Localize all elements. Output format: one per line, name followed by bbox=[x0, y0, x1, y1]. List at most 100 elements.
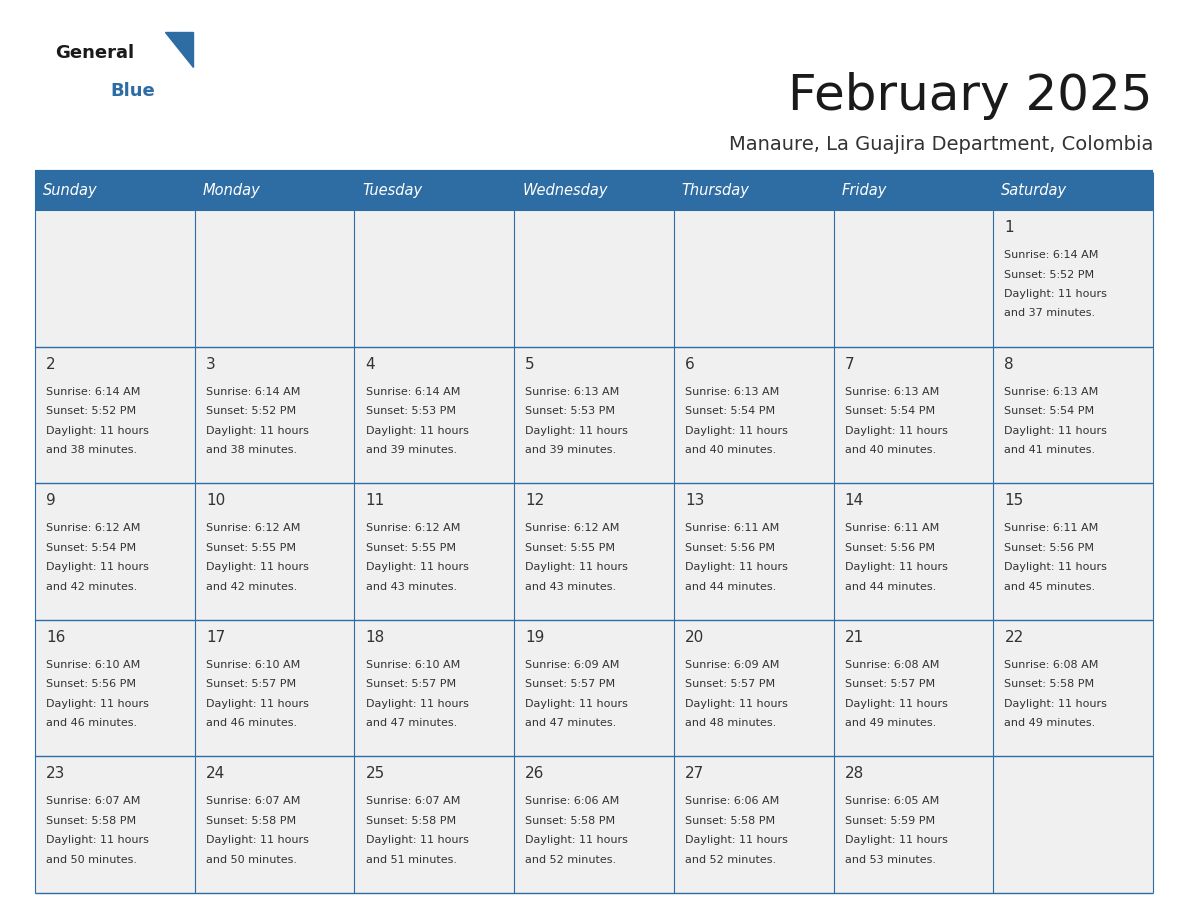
Text: and 49 minutes.: and 49 minutes. bbox=[1005, 718, 1095, 728]
Bar bbox=[34, 620, 195, 756]
Text: Daylight: 11 hours: Daylight: 11 hours bbox=[46, 835, 148, 845]
Text: 19: 19 bbox=[525, 630, 544, 644]
Text: February 2025: February 2025 bbox=[789, 72, 1154, 120]
Text: 22: 22 bbox=[1005, 630, 1024, 644]
Text: Daylight: 11 hours: Daylight: 11 hours bbox=[845, 699, 948, 709]
Text: Sunset: 5:57 PM: Sunset: 5:57 PM bbox=[845, 679, 935, 689]
Bar bbox=[834, 756, 993, 893]
Text: and 50 minutes.: and 50 minutes. bbox=[206, 855, 297, 865]
Bar bbox=[195, 210, 354, 347]
Text: and 46 minutes.: and 46 minutes. bbox=[206, 718, 297, 728]
Text: Sunrise: 6:08 AM: Sunrise: 6:08 AM bbox=[845, 660, 940, 670]
Text: Daylight: 11 hours: Daylight: 11 hours bbox=[206, 835, 309, 845]
Text: and 43 minutes.: and 43 minutes. bbox=[366, 582, 456, 592]
Text: Daylight: 11 hours: Daylight: 11 hours bbox=[525, 562, 628, 572]
Text: and 52 minutes.: and 52 minutes. bbox=[685, 855, 776, 865]
Text: Daylight: 11 hours: Daylight: 11 hours bbox=[1005, 289, 1107, 299]
Text: Sunrise: 6:11 AM: Sunrise: 6:11 AM bbox=[685, 523, 779, 533]
Text: Sunrise: 6:14 AM: Sunrise: 6:14 AM bbox=[206, 386, 301, 397]
Text: Sunrise: 6:06 AM: Sunrise: 6:06 AM bbox=[525, 797, 620, 806]
Text: Sunrise: 6:09 AM: Sunrise: 6:09 AM bbox=[685, 660, 779, 670]
Text: and 37 minutes.: and 37 minutes. bbox=[1005, 308, 1095, 319]
Text: Thursday: Thursday bbox=[682, 184, 750, 198]
Text: Sunday: Sunday bbox=[43, 184, 97, 198]
Bar bbox=[354, 347, 514, 483]
Text: and 40 minutes.: and 40 minutes. bbox=[685, 445, 776, 455]
Text: Sunset: 5:54 PM: Sunset: 5:54 PM bbox=[685, 406, 775, 416]
Bar bbox=[674, 756, 834, 893]
Text: Daylight: 11 hours: Daylight: 11 hours bbox=[845, 426, 948, 436]
Text: Sunrise: 6:12 AM: Sunrise: 6:12 AM bbox=[525, 523, 620, 533]
Bar bbox=[993, 347, 1154, 483]
Text: Sunset: 5:59 PM: Sunset: 5:59 PM bbox=[845, 816, 935, 826]
Text: Sunset: 5:52 PM: Sunset: 5:52 PM bbox=[206, 406, 296, 416]
Bar bbox=[34, 483, 195, 620]
Bar bbox=[834, 210, 993, 347]
Text: 25: 25 bbox=[366, 767, 385, 781]
Text: and 43 minutes.: and 43 minutes. bbox=[525, 582, 617, 592]
Bar bbox=[354, 483, 514, 620]
Text: Sunset: 5:57 PM: Sunset: 5:57 PM bbox=[525, 679, 615, 689]
Text: Daylight: 11 hours: Daylight: 11 hours bbox=[206, 426, 309, 436]
Text: Sunset: 5:57 PM: Sunset: 5:57 PM bbox=[366, 679, 456, 689]
Text: Wednesday: Wednesday bbox=[523, 184, 607, 198]
Text: Daylight: 11 hours: Daylight: 11 hours bbox=[1005, 426, 1107, 436]
Bar bbox=[514, 483, 674, 620]
Text: Daylight: 11 hours: Daylight: 11 hours bbox=[685, 426, 788, 436]
Text: and 46 minutes.: and 46 minutes. bbox=[46, 718, 138, 728]
Text: and 48 minutes.: and 48 minutes. bbox=[685, 718, 776, 728]
Text: and 38 minutes.: and 38 minutes. bbox=[206, 445, 297, 455]
Text: and 49 minutes.: and 49 minutes. bbox=[845, 718, 936, 728]
Text: and 52 minutes.: and 52 minutes. bbox=[525, 855, 617, 865]
Text: and 44 minutes.: and 44 minutes. bbox=[685, 582, 776, 592]
Text: Daylight: 11 hours: Daylight: 11 hours bbox=[525, 699, 628, 709]
Text: Daylight: 11 hours: Daylight: 11 hours bbox=[525, 426, 628, 436]
Text: and 39 minutes.: and 39 minutes. bbox=[366, 445, 456, 455]
Text: 18: 18 bbox=[366, 630, 385, 644]
Text: Sunset: 5:58 PM: Sunset: 5:58 PM bbox=[1005, 679, 1094, 689]
Bar bbox=[195, 756, 354, 893]
Text: Sunset: 5:58 PM: Sunset: 5:58 PM bbox=[525, 816, 615, 826]
Text: Daylight: 11 hours: Daylight: 11 hours bbox=[46, 699, 148, 709]
Bar bbox=[514, 756, 674, 893]
Text: Sunrise: 6:13 AM: Sunrise: 6:13 AM bbox=[1005, 386, 1099, 397]
Text: Sunrise: 6:13 AM: Sunrise: 6:13 AM bbox=[685, 386, 779, 397]
Bar bbox=[514, 210, 674, 347]
Bar bbox=[993, 210, 1154, 347]
Text: 17: 17 bbox=[206, 630, 226, 644]
Text: 13: 13 bbox=[685, 493, 704, 509]
Text: Sunrise: 6:10 AM: Sunrise: 6:10 AM bbox=[366, 660, 460, 670]
Bar bbox=[834, 620, 993, 756]
Text: Daylight: 11 hours: Daylight: 11 hours bbox=[1005, 562, 1107, 572]
Text: Daylight: 11 hours: Daylight: 11 hours bbox=[1005, 699, 1107, 709]
Text: Daylight: 11 hours: Daylight: 11 hours bbox=[685, 699, 788, 709]
Text: and 42 minutes.: and 42 minutes. bbox=[46, 582, 138, 592]
Text: Sunrise: 6:07 AM: Sunrise: 6:07 AM bbox=[366, 797, 460, 806]
Text: Daylight: 11 hours: Daylight: 11 hours bbox=[845, 835, 948, 845]
Text: Sunrise: 6:10 AM: Sunrise: 6:10 AM bbox=[206, 660, 301, 670]
Bar bbox=[834, 347, 993, 483]
Text: 5: 5 bbox=[525, 356, 535, 372]
Text: 2: 2 bbox=[46, 356, 56, 372]
Text: 14: 14 bbox=[845, 493, 864, 509]
Text: Sunrise: 6:12 AM: Sunrise: 6:12 AM bbox=[46, 523, 140, 533]
Text: 12: 12 bbox=[525, 493, 544, 509]
Text: Daylight: 11 hours: Daylight: 11 hours bbox=[845, 562, 948, 572]
Text: and 50 minutes.: and 50 minutes. bbox=[46, 855, 137, 865]
Text: Sunrise: 6:10 AM: Sunrise: 6:10 AM bbox=[46, 660, 140, 670]
Text: Sunrise: 6:14 AM: Sunrise: 6:14 AM bbox=[1005, 250, 1099, 260]
Text: and 39 minutes.: and 39 minutes. bbox=[525, 445, 617, 455]
Text: Tuesday: Tuesday bbox=[362, 184, 423, 198]
Text: Sunrise: 6:12 AM: Sunrise: 6:12 AM bbox=[366, 523, 460, 533]
Text: 10: 10 bbox=[206, 493, 226, 509]
Text: 23: 23 bbox=[46, 767, 65, 781]
Text: Blue: Blue bbox=[110, 82, 154, 100]
Text: Sunset: 5:56 PM: Sunset: 5:56 PM bbox=[685, 543, 775, 553]
Text: Daylight: 11 hours: Daylight: 11 hours bbox=[366, 835, 468, 845]
Text: 15: 15 bbox=[1005, 493, 1024, 509]
Text: 11: 11 bbox=[366, 493, 385, 509]
Text: Sunrise: 6:07 AM: Sunrise: 6:07 AM bbox=[206, 797, 301, 806]
Bar bbox=[34, 347, 195, 483]
Text: Sunset: 5:55 PM: Sunset: 5:55 PM bbox=[366, 543, 456, 553]
Bar bbox=[34, 172, 1154, 210]
